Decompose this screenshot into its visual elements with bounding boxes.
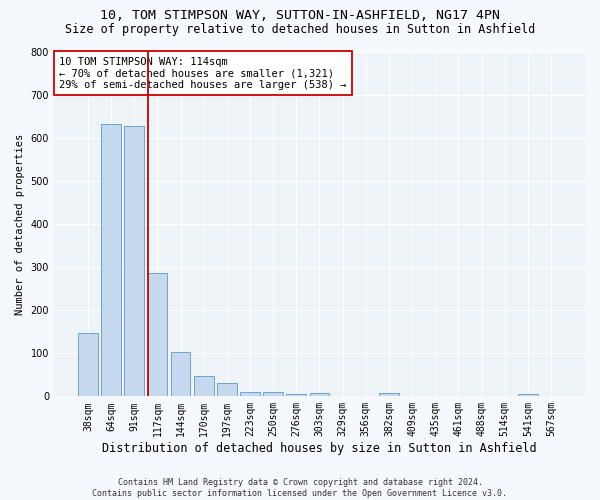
Y-axis label: Number of detached properties: Number of detached properties: [15, 134, 25, 314]
Bar: [518, 394, 538, 396]
Bar: [170, 352, 190, 397]
Bar: [379, 393, 399, 396]
Bar: [124, 126, 144, 396]
Text: 10, TOM STIMPSON WAY, SUTTON-IN-ASHFIELD, NG17 4PN: 10, TOM STIMPSON WAY, SUTTON-IN-ASHFIELD…: [100, 9, 500, 22]
Bar: [148, 274, 167, 396]
Text: Contains HM Land Registry data © Crown copyright and database right 2024.
Contai: Contains HM Land Registry data © Crown c…: [92, 478, 508, 498]
Bar: [194, 376, 214, 396]
Text: Size of property relative to detached houses in Sutton in Ashfield: Size of property relative to detached ho…: [65, 22, 535, 36]
Bar: [240, 392, 260, 396]
Bar: [217, 383, 236, 396]
Bar: [310, 394, 329, 396]
X-axis label: Distribution of detached houses by size in Sutton in Ashfield: Distribution of detached houses by size …: [102, 442, 537, 455]
Bar: [101, 124, 121, 396]
Bar: [286, 394, 306, 396]
Bar: [263, 392, 283, 396]
Bar: [78, 332, 98, 396]
Text: 10 TOM STIMPSON WAY: 114sqm
← 70% of detached houses are smaller (1,321)
29% of : 10 TOM STIMPSON WAY: 114sqm ← 70% of det…: [59, 56, 347, 90]
